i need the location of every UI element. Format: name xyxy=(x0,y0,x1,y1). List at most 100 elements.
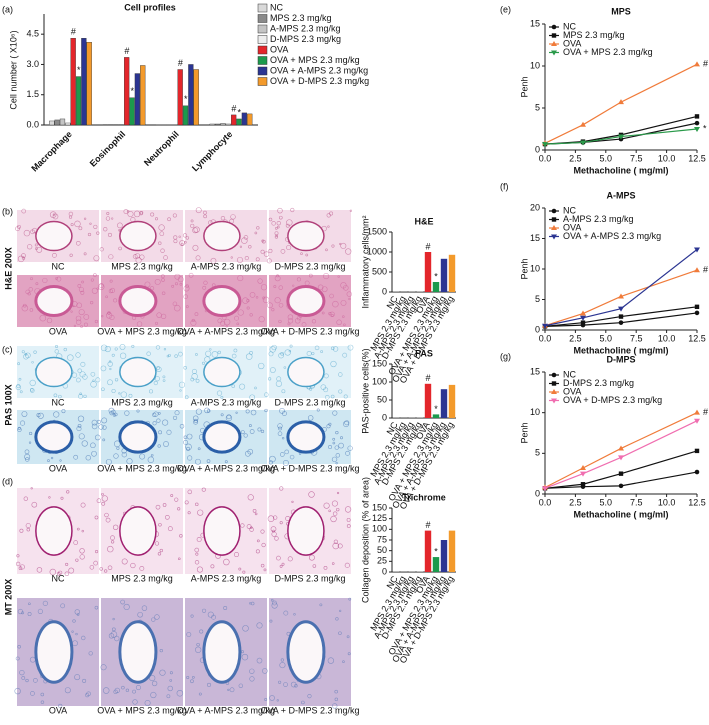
tissue-texture xyxy=(99,567,103,571)
tissue-texture xyxy=(111,409,116,414)
tissue-texture xyxy=(109,279,113,283)
tissue-texture xyxy=(81,280,84,284)
tissue-texture xyxy=(324,394,330,400)
tissue-texture xyxy=(283,610,289,616)
tissue-texture xyxy=(198,692,202,696)
tissue-texture xyxy=(174,497,179,502)
tissue-texture xyxy=(278,302,284,308)
tissue-texture xyxy=(203,214,207,219)
tissue-texture xyxy=(102,425,107,430)
tissue-texture xyxy=(241,237,248,244)
tissue-texture xyxy=(147,456,155,463)
tissue-texture xyxy=(104,569,108,573)
tissue-texture xyxy=(162,375,166,379)
image-caption: A-MPS 2.3 mg/kg xyxy=(191,573,262,583)
tissue-texture xyxy=(267,377,272,381)
tissue-texture xyxy=(284,449,289,455)
significance-mark: * xyxy=(131,86,135,96)
tissue-texture xyxy=(206,682,212,687)
tissue-texture xyxy=(229,687,235,693)
significance-mark: # xyxy=(425,520,430,530)
tissue-texture xyxy=(169,671,173,675)
tissue-texture xyxy=(327,657,335,664)
y-tick-label: 4.5 xyxy=(26,29,39,39)
line xyxy=(544,63,698,144)
tissue-texture xyxy=(173,235,178,240)
tissue-texture xyxy=(120,391,128,398)
tissue-texture xyxy=(278,352,284,359)
tissue-texture xyxy=(81,529,85,533)
chart-title: H&E xyxy=(414,216,433,226)
tissue-texture xyxy=(112,617,115,621)
tissue-texture xyxy=(65,562,69,566)
tissue-texture xyxy=(124,410,130,416)
tissue-texture xyxy=(14,687,21,695)
tissue-texture xyxy=(151,680,158,687)
tissue-texture xyxy=(247,448,254,455)
tissue-texture xyxy=(17,255,25,263)
y-tick-label: 0 xyxy=(382,412,387,422)
bar xyxy=(432,282,440,292)
tissue-texture xyxy=(344,562,350,568)
tissue-texture xyxy=(240,430,245,435)
y-axis-label: PAS-positive cells(%) xyxy=(360,348,370,433)
tissue-texture xyxy=(342,660,345,663)
tissue-texture xyxy=(201,361,205,365)
bar xyxy=(432,414,440,418)
tissue-texture xyxy=(83,322,88,327)
tissue-texture xyxy=(194,312,199,316)
point xyxy=(694,127,700,132)
bar xyxy=(432,557,440,572)
tissue-texture xyxy=(252,509,257,513)
tissue-texture xyxy=(26,527,31,532)
tissue-texture xyxy=(306,351,312,357)
tissue-texture xyxy=(100,344,108,352)
tissue-texture xyxy=(157,412,161,415)
legend-label: OVA + MPS 2.3 mg/kg xyxy=(270,55,360,65)
tissue-texture xyxy=(179,389,182,392)
tissue-texture xyxy=(80,290,85,295)
legend-label: A-MPS 2.3 mg/kg xyxy=(563,214,634,224)
tissue-texture xyxy=(108,407,115,414)
tissue-texture xyxy=(331,314,334,317)
point xyxy=(694,114,700,119)
significance-mark: # xyxy=(425,241,430,251)
stain-label: MT 200X xyxy=(3,579,13,616)
tissue-texture xyxy=(139,211,143,216)
tissue-texture xyxy=(154,321,159,325)
significance-mark: # xyxy=(178,58,183,68)
tissue-texture xyxy=(39,314,47,322)
tissue-texture xyxy=(96,419,101,424)
tissue-texture xyxy=(201,487,206,492)
tissue-texture xyxy=(276,699,279,702)
legend-marker xyxy=(551,41,557,46)
bar xyxy=(448,384,456,418)
tissue-texture xyxy=(72,619,76,623)
panel-label: (b) xyxy=(2,206,13,216)
point xyxy=(618,471,624,476)
tissue-texture xyxy=(249,313,253,317)
tissue-texture xyxy=(95,377,101,383)
tissue-texture xyxy=(256,622,263,629)
legend-swatch xyxy=(257,56,268,65)
tissue-texture xyxy=(27,292,31,296)
tissue-texture xyxy=(282,459,289,466)
tissue-texture xyxy=(231,384,235,388)
tissue-texture xyxy=(249,668,255,674)
tissue-texture xyxy=(338,372,343,377)
tissue-texture xyxy=(288,349,292,353)
tissue-texture xyxy=(126,210,130,213)
airway xyxy=(286,620,326,684)
tissue-texture xyxy=(201,608,207,613)
tissue-texture xyxy=(187,489,193,495)
tissue-texture xyxy=(47,459,50,462)
point xyxy=(618,306,624,312)
legend-label: OVA xyxy=(270,44,288,54)
tissue-texture xyxy=(29,308,34,312)
tissue-texture xyxy=(280,658,284,662)
tissue-texture xyxy=(277,207,283,214)
x-tick-label: 0.0 xyxy=(539,333,552,343)
y-tick-label: 125 xyxy=(372,513,387,523)
tissue-texture xyxy=(46,317,53,324)
tissue-texture xyxy=(348,597,352,601)
